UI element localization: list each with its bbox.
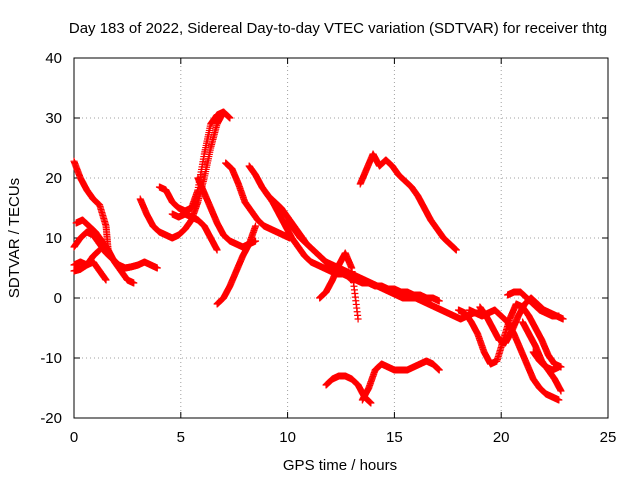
data-point bbox=[435, 366, 443, 374]
chart-title: Day 183 of 2022, Sidereal Day-to-day VTE… bbox=[69, 20, 607, 37]
series-arc-q bbox=[358, 357, 443, 404]
data-point bbox=[435, 297, 443, 305]
axis-ticks bbox=[73, 57, 609, 419]
series-arc-u bbox=[476, 294, 567, 347]
data-point bbox=[102, 276, 110, 284]
x-axis-label: GPS time / hours bbox=[283, 457, 397, 474]
data-point bbox=[130, 279, 138, 287]
y-axis-label: SDTVAR / TECUs bbox=[6, 178, 23, 298]
y-tick-label: -20 bbox=[40, 410, 62, 427]
series-arc-c bbox=[70, 228, 123, 269]
y-tick-label: 20 bbox=[45, 170, 62, 187]
x-tick-label: 15 bbox=[386, 429, 403, 446]
grid-lines bbox=[74, 58, 608, 418]
series-arc-m bbox=[262, 189, 443, 305]
data-point bbox=[555, 396, 563, 404]
data-point bbox=[354, 315, 362, 323]
y-tick-label: 10 bbox=[45, 230, 62, 247]
data-point bbox=[153, 264, 161, 272]
y-tick-label: -10 bbox=[40, 350, 62, 367]
y-tick-label: 40 bbox=[45, 50, 62, 67]
y-tick-labels: -20 -10 0 10 20 30 40 bbox=[40, 50, 62, 427]
series-arc-h bbox=[194, 174, 260, 251]
data-point bbox=[367, 399, 375, 407]
series-arc-e bbox=[70, 246, 104, 275]
series-arc-g bbox=[155, 108, 234, 215]
data-point bbox=[252, 222, 260, 230]
data-point bbox=[226, 114, 234, 122]
x-tick-label: 0 bbox=[70, 429, 78, 446]
x-tick-label: 5 bbox=[177, 429, 185, 446]
x-tick-label: 25 bbox=[600, 429, 617, 446]
series-arc-j bbox=[213, 222, 260, 308]
x-tick-labels: 0 5 10 15 20 25 bbox=[70, 429, 617, 446]
data-point bbox=[559, 315, 567, 323]
series-arc-v bbox=[504, 288, 563, 320]
series-arc-t bbox=[465, 306, 563, 404]
series-arc-o bbox=[316, 249, 362, 323]
data-point bbox=[213, 246, 221, 254]
data-point bbox=[96, 246, 104, 254]
x-tick-label: 10 bbox=[279, 429, 296, 446]
data-points bbox=[70, 108, 567, 407]
y-tick-label: 0 bbox=[54, 290, 62, 307]
x-tick-label: 20 bbox=[493, 429, 510, 446]
data-point bbox=[452, 246, 460, 254]
series-arc-k bbox=[222, 159, 294, 242]
series-arc-i bbox=[168, 210, 221, 254]
y-tick-label: 30 bbox=[45, 110, 62, 127]
data-point bbox=[115, 261, 123, 269]
series-arc-r bbox=[356, 150, 460, 254]
